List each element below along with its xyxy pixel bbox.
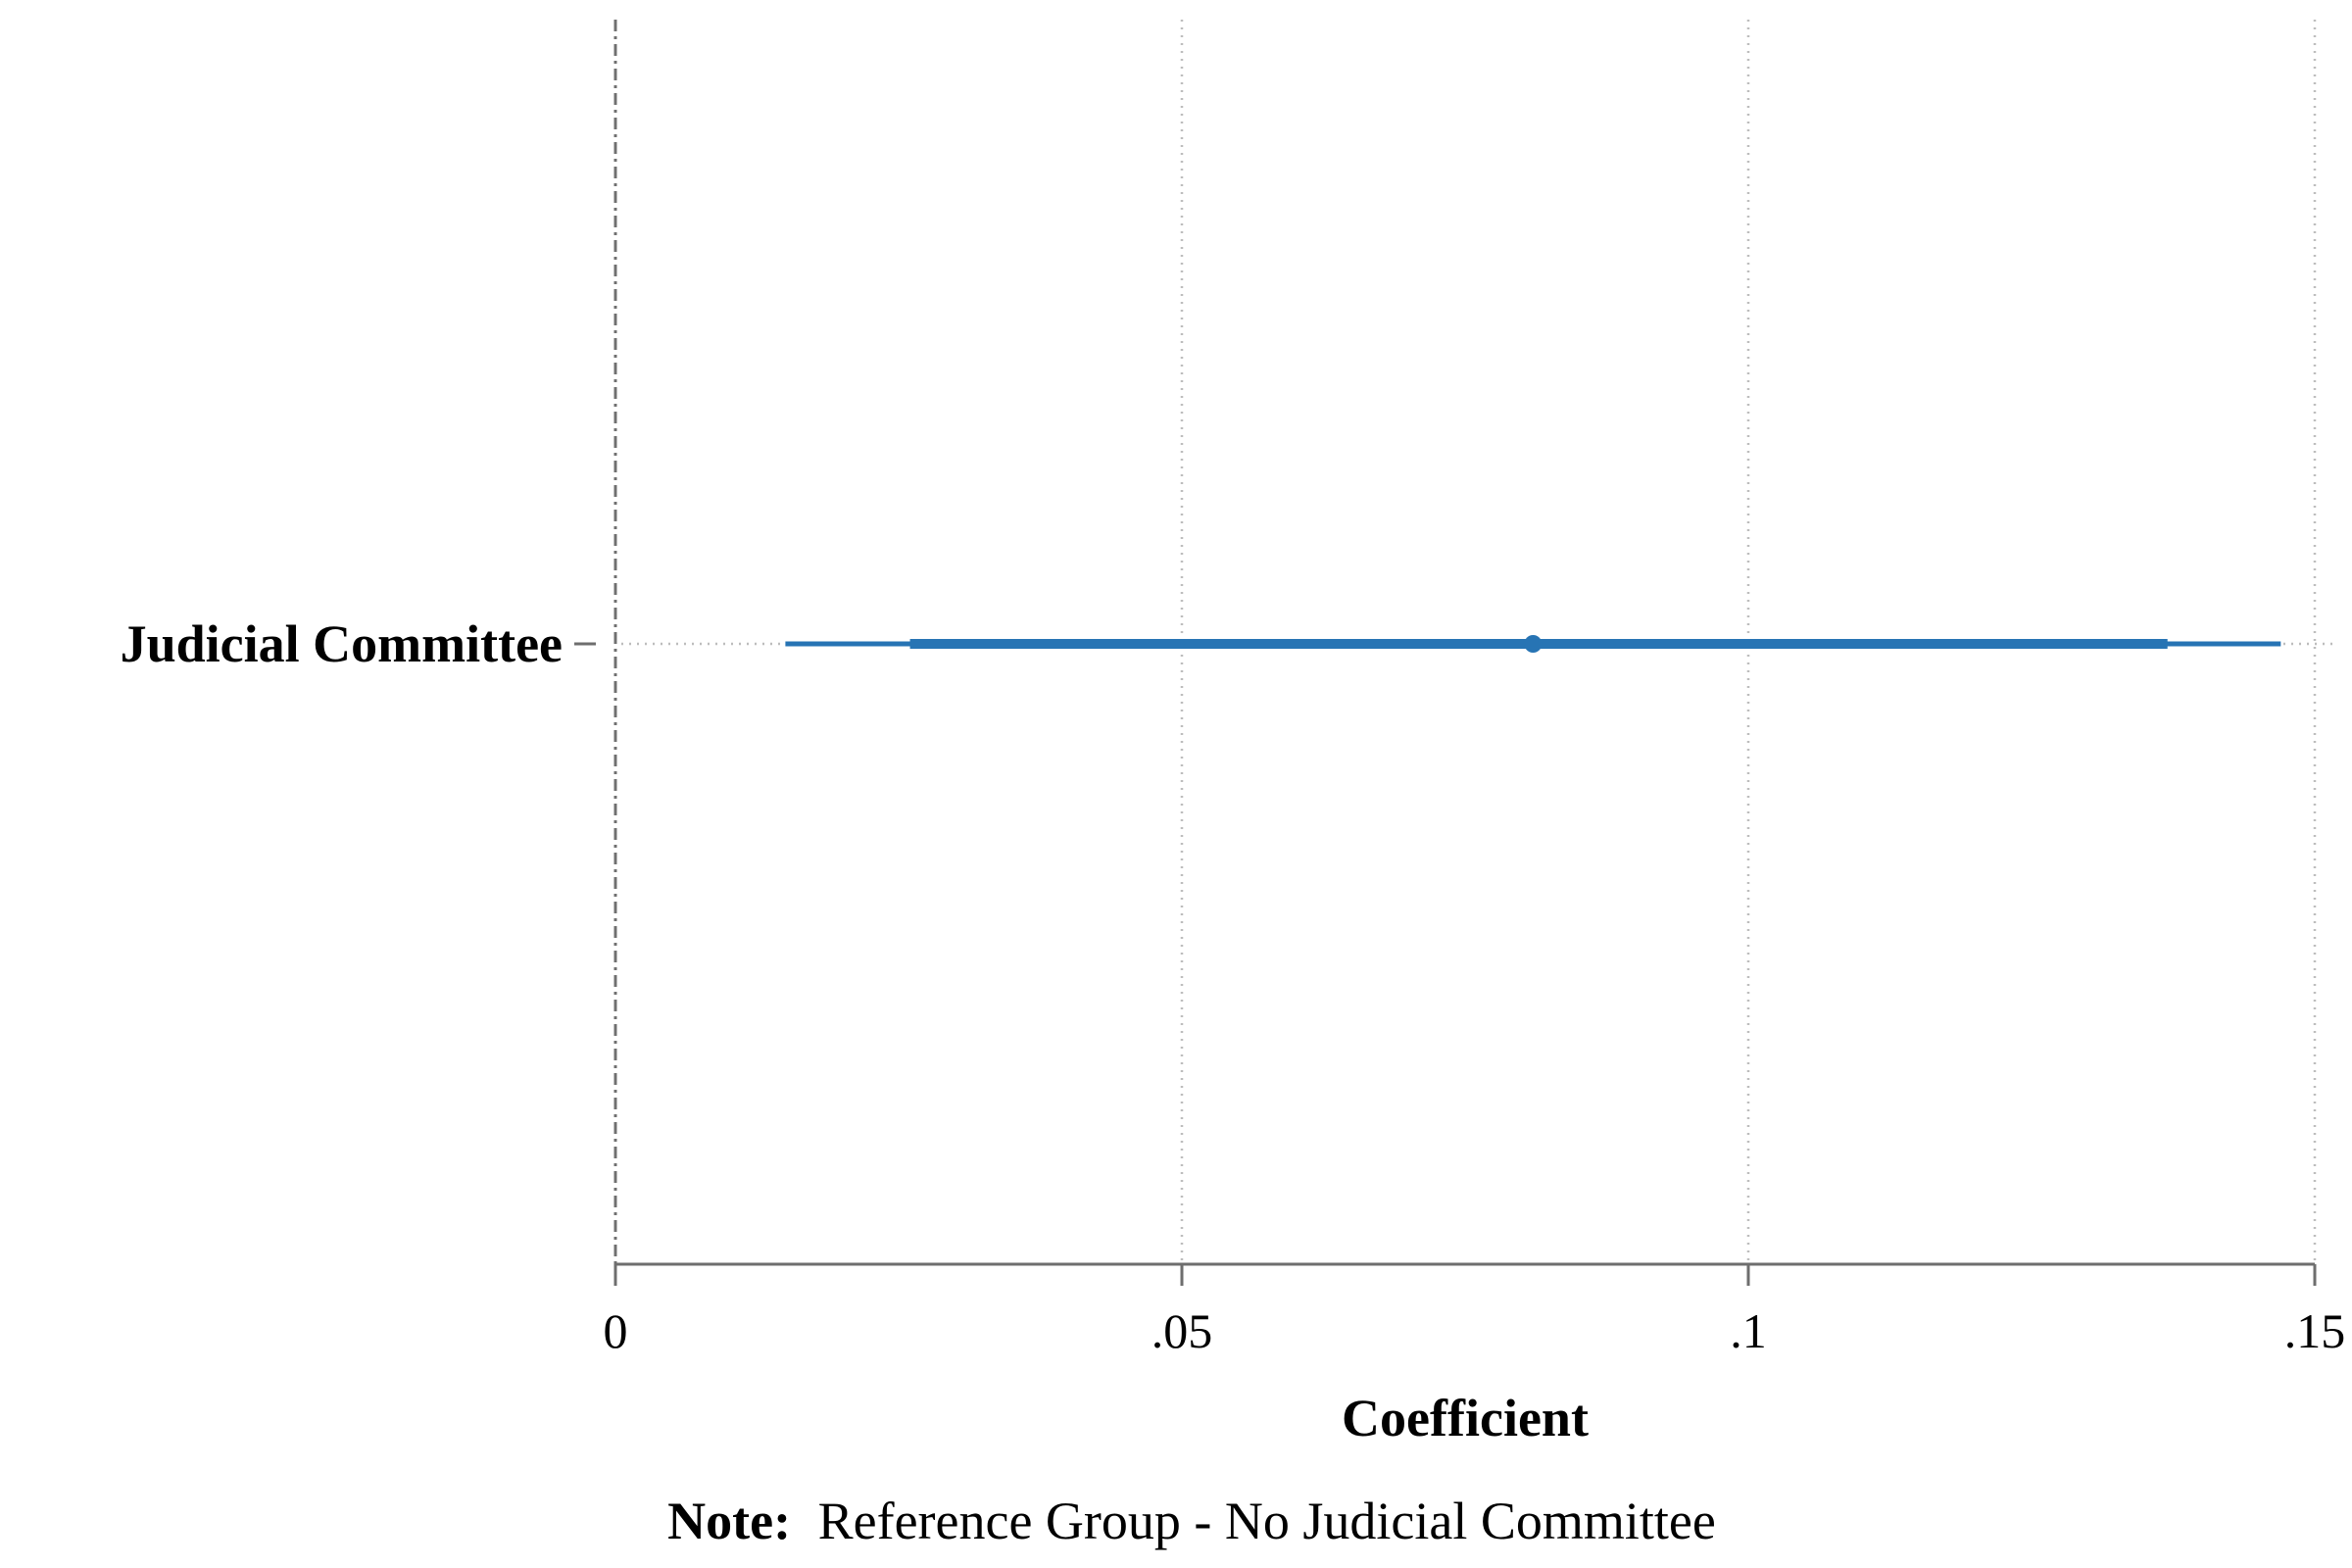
x-axis: 0 .05 .1 .15 — [574, 642, 2346, 1358]
note-label: Note: — [667, 1492, 791, 1550]
note-text: Reference Group - No Judicial Committee — [818, 1492, 1716, 1550]
labels-layer: Coefficient Note: Reference Group - No J… — [121, 614, 1716, 1550]
x-tick-label-3: .15 — [2284, 1303, 2346, 1358]
marks-layer — [785, 635, 2281, 653]
x-tick-label-2: .1 — [1730, 1303, 1767, 1358]
note: Note: Reference Group - No Judicial Comm… — [667, 1492, 1716, 1550]
point-estimate-0 — [1524, 635, 1543, 653]
x-tick-label-0: 0 — [604, 1303, 628, 1358]
x-tick-label-1: .05 — [1152, 1303, 1213, 1358]
x-axis-title: Coefficient — [1342, 1389, 1589, 1447]
category-label-0: Judicial Committee — [121, 614, 563, 673]
